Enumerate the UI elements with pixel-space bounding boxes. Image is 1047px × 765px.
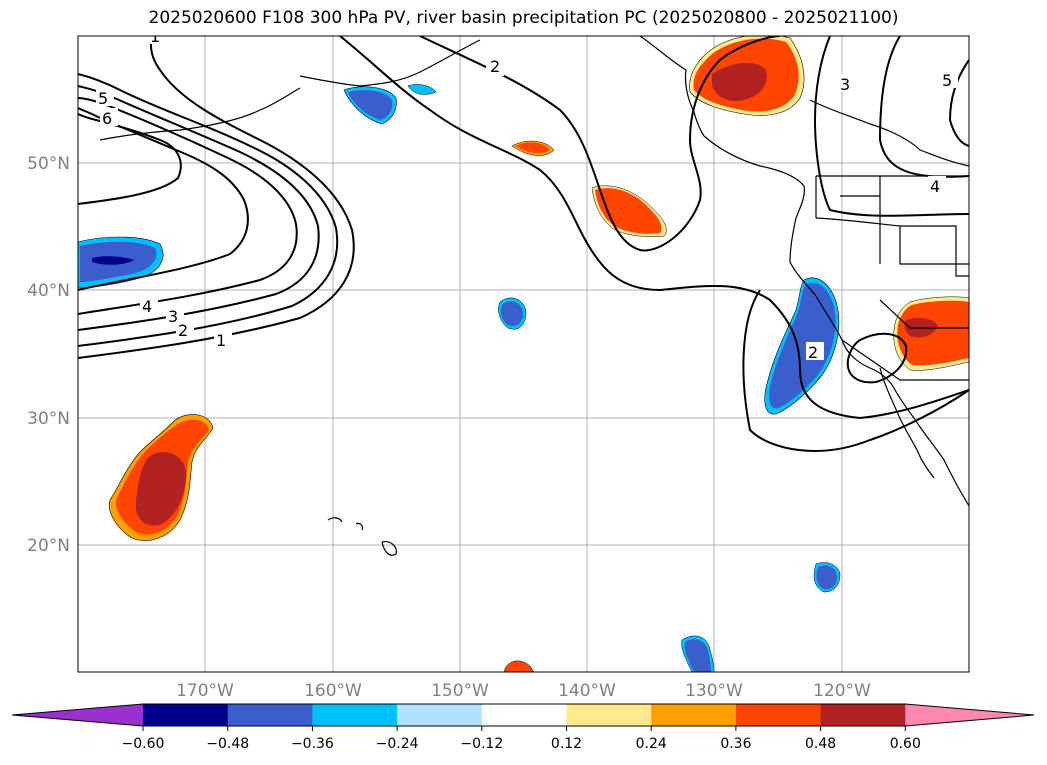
- pv-contour-4-east: [878, 36, 969, 178]
- pv-contour-5: [78, 107, 249, 291]
- lat-label-20n: 20°N: [27, 536, 70, 556]
- pv-label: 3: [168, 307, 178, 326]
- pv-label: 5: [98, 89, 108, 108]
- pv-label: 1: [150, 27, 160, 46]
- colorbar-tick-label: −0.36: [291, 736, 334, 752]
- colorbar-bin: [312, 704, 398, 726]
- colorbar-bin: [820, 704, 906, 726]
- pv-contour-1-east: [742, 289, 969, 452]
- lat-label-50n: 50°N: [27, 154, 70, 174]
- colorbar-bin: [227, 704, 313, 726]
- pv-contour-3-east: [813, 36, 969, 217]
- colorbar-tick-label: 0.12: [551, 736, 582, 752]
- pv-contours: [78, 36, 969, 452]
- pv-label: 2: [808, 343, 818, 362]
- lon-label-120w: 120°W: [813, 681, 871, 701]
- pv-contour-6: [78, 113, 182, 205]
- lon-label-130w: 130°W: [685, 681, 743, 701]
- map-title: 2025020600 F108 300 hPa PV, river basin …: [148, 8, 899, 28]
- colorbar-bin: [143, 704, 229, 726]
- colorbar-tick-label: 0.24: [636, 736, 667, 752]
- colorbar-bin: [397, 704, 483, 726]
- pv-label: 3: [840, 75, 850, 94]
- pv-contour-southwest-loop: [846, 332, 908, 384]
- colorbar: −0.60 −0.48 −0.36 −0.24 −0.12 0.12 0.24 0.36 0.4…: [11, 703, 1035, 752]
- pv-label: 6: [102, 109, 112, 128]
- map-frame: [77, 35, 970, 673]
- colorbar-tick-label: −0.60: [122, 736, 165, 752]
- colorbar-bin: [566, 704, 652, 726]
- pv-label: 4: [142, 297, 152, 316]
- coastlines: [99, 36, 969, 556]
- pv-label: 5: [942, 71, 952, 90]
- longitude-labels: 170°W 160°W 150°W 140°W 130°W 120°W: [176, 681, 871, 701]
- precip-pc-shading: [78, 36, 969, 672]
- colorbar-tick-label: −0.48: [206, 736, 249, 752]
- pv-contour-2: [78, 73, 339, 347]
- pv-contour-labels: 1 2 3 4 5 6 3 5 4 2 2 1: [96, 27, 958, 362]
- lon-label-170w: 170°W: [176, 681, 234, 701]
- colorbar-tick-label: −0.24: [376, 736, 419, 752]
- lon-label-160w: 160°W: [304, 681, 362, 701]
- colorbar-tick-label: −0.12: [460, 736, 503, 752]
- colorbar-bin: [651, 704, 737, 726]
- pv-contour-5-east: [948, 59, 969, 147]
- pv-label: 4: [930, 177, 940, 196]
- pv-label: 2: [490, 57, 500, 76]
- colorbar-tick-label: 0.60: [890, 736, 921, 752]
- colorbar-extend-min: [12, 704, 143, 726]
- pv-label: 1: [216, 331, 226, 350]
- colorbar-bin: [735, 704, 822, 726]
- lon-label-140w: 140°W: [558, 681, 616, 701]
- pv-label: 2: [178, 321, 188, 340]
- colorbar-tick-label: 0.36: [720, 736, 751, 752]
- colorbar-bin: [481, 704, 567, 726]
- pv-contour-2-west-loop: [339, 36, 969, 420]
- lat-label-40n: 40°N: [27, 281, 70, 301]
- lat-label-30n: 30°N: [27, 409, 70, 429]
- pv-contour-2-east: [419, 36, 781, 252]
- latitude-labels: 50°N 40°N 30°N 20°N: [27, 154, 70, 556]
- colorbar-extend-max: [905, 704, 1034, 726]
- lon-label-150w: 150°W: [431, 681, 489, 701]
- positive-anomaly-south: [503, 660, 535, 672]
- colorbar-tick-label: 0.48: [805, 736, 836, 752]
